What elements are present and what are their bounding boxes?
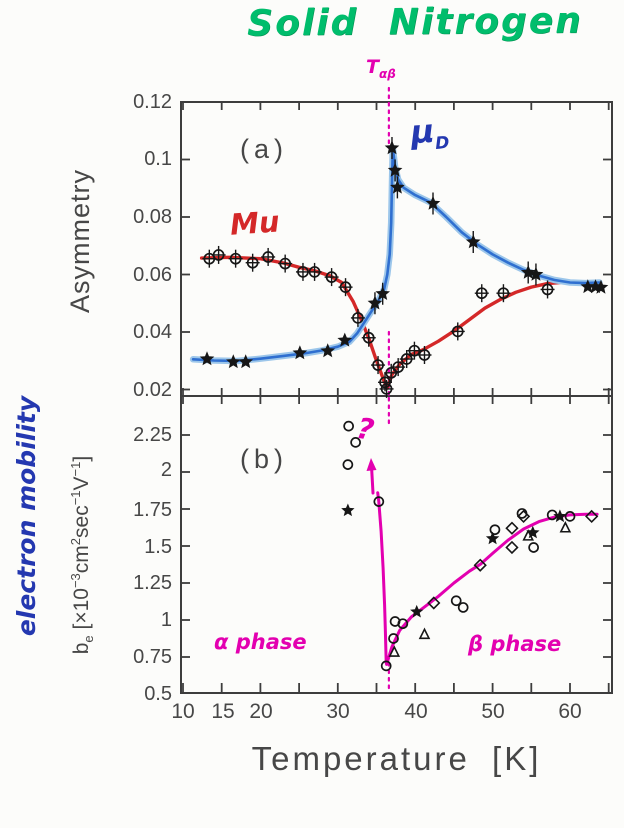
- x-tick-label: 50: [481, 700, 505, 723]
- y-axis-unit-panel-b: be [×10−3cm2sec−1V−1]: [68, 393, 96, 717]
- panel-a-tag: (a): [240, 134, 288, 164]
- x-tick-label: 60: [558, 700, 582, 723]
- yb-tick-label: 1.25: [133, 572, 172, 594]
- alpha-phase-label: α phase: [214, 630, 307, 654]
- yb-tick-label: 0.5: [144, 683, 172, 705]
- x-axis-title: Temperature [K]: [251, 740, 542, 777]
- transition-temperature-label: Tαβ: [366, 56, 396, 81]
- unit-open: [×10: [70, 588, 93, 636]
- unit-sec-sup: −1: [68, 490, 83, 506]
- ya-tick-label: 0.02: [133, 379, 172, 401]
- x-tick-label: 20: [249, 700, 273, 723]
- yb-tick-label: 1: [160, 609, 172, 631]
- unit-v: V: [70, 476, 93, 491]
- ya-tick-label: 0.12: [133, 91, 172, 113]
- t-ab-main: T: [366, 56, 379, 78]
- mu-d-sub: D: [434, 133, 451, 155]
- x-tick-label: 40: [404, 700, 428, 723]
- yb-tick-label: 2.25: [133, 424, 172, 446]
- t-ab-sub: αβ: [378, 66, 396, 81]
- unit-v-sup: −1: [68, 461, 83, 477]
- x-tick-label: 15: [211, 700, 235, 723]
- yb-tick-label: 1.75: [133, 499, 172, 521]
- unit-base-sub: e: [81, 635, 97, 643]
- figure-title: Solid Nitrogen: [247, 0, 583, 45]
- mu-d-series-label: μD: [410, 111, 451, 156]
- unit-sec: sec: [70, 505, 93, 538]
- unit-cm-sup: 2: [68, 537, 83, 546]
- ya-tick-label: 0.1: [144, 148, 172, 170]
- yb-tick-label: 1.5: [144, 536, 172, 558]
- ya-tick-label: 0.06: [133, 264, 172, 286]
- ya-tick-label: 0.04: [133, 321, 172, 343]
- yb-tick-label: 2: [160, 459, 172, 481]
- unit-close: ]: [70, 455, 93, 462]
- y-axis-handwritten-title-panel-b: electron mobility: [12, 395, 41, 637]
- y-axis-title-panel-a: Asymmetry: [65, 169, 95, 313]
- ya-tick-label: 0.08: [133, 206, 172, 228]
- yb-tick-label: 0.75: [133, 646, 172, 668]
- x-tick-label: 30: [326, 700, 350, 723]
- beta-phase-label: β phase: [468, 632, 562, 656]
- unit-cm: cm: [70, 545, 93, 574]
- unit-base: b: [70, 642, 93, 655]
- unit-exp: −3: [68, 573, 83, 589]
- mu-d-main: μ: [409, 111, 436, 152]
- panel-b-tag: (b): [240, 444, 288, 474]
- x-tick-label: 10: [171, 700, 195, 723]
- mu-series-label: Mu: [228, 204, 281, 242]
